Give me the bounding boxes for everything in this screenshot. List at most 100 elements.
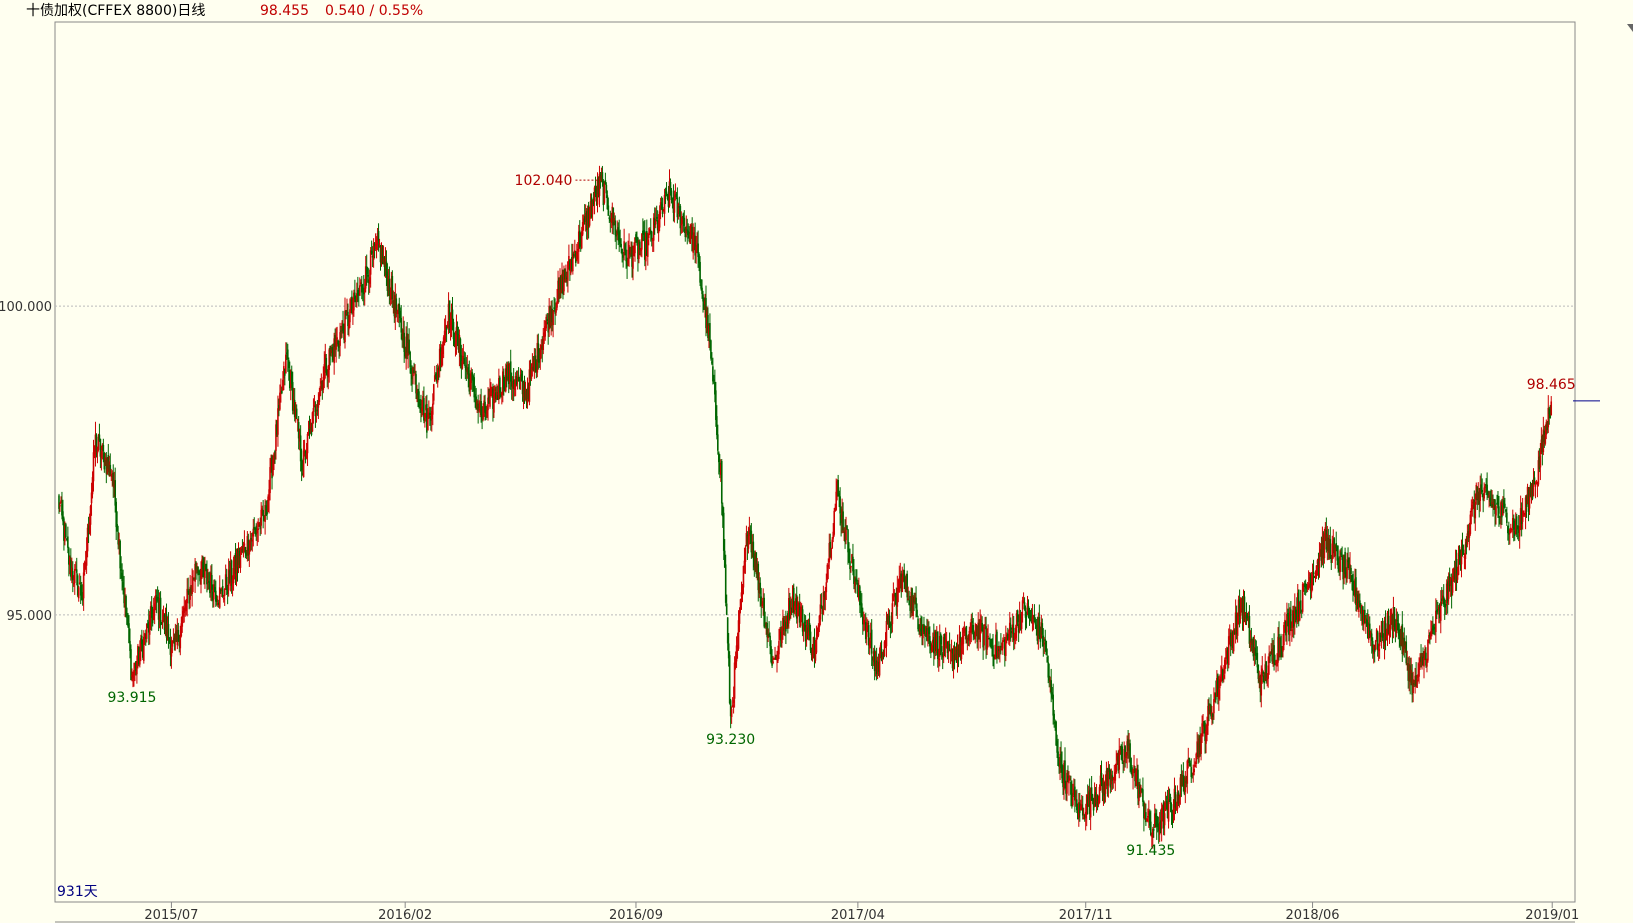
candle-body-up bbox=[1435, 610, 1437, 633]
candle-body-down bbox=[1262, 671, 1265, 674]
candle-body-down bbox=[1487, 491, 1489, 496]
candle-body-down bbox=[890, 624, 893, 626]
candle-body-down bbox=[808, 622, 811, 632]
candle-body-down bbox=[474, 394, 476, 398]
candle-body-down bbox=[699, 261, 701, 283]
candle-body-up bbox=[243, 543, 246, 546]
candle-body-down bbox=[665, 191, 668, 196]
candle-body-down bbox=[981, 622, 983, 631]
candle-body-down bbox=[274, 451, 276, 453]
candle-body-down bbox=[1050, 680, 1052, 695]
candle-body-down bbox=[1100, 772, 1103, 782]
candle-body-up bbox=[1451, 575, 1454, 593]
candle-body-down bbox=[1142, 789, 1144, 802]
candle-body-down bbox=[1047, 662, 1050, 678]
candle-body-down bbox=[607, 205, 610, 216]
candle-body-up bbox=[1068, 778, 1070, 784]
candle-body-down bbox=[1053, 713, 1055, 720]
candle-body-down bbox=[1344, 551, 1346, 575]
candle-body-down bbox=[456, 326, 459, 335]
candle-body-up bbox=[555, 308, 557, 313]
candle-body-down bbox=[752, 541, 755, 559]
candle-body-down bbox=[76, 575, 79, 596]
low-annotation: 93.230 bbox=[706, 732, 755, 748]
candle-body-down bbox=[702, 294, 704, 302]
candle-body-up bbox=[344, 310, 346, 343]
candle-body-up bbox=[143, 636, 145, 661]
candle-body-down bbox=[1243, 596, 1246, 622]
last-annotation: 98.465 bbox=[1527, 377, 1576, 393]
candle-body-down bbox=[202, 562, 204, 569]
candle-body-up bbox=[1416, 679, 1418, 688]
high-annotation: 102.040 bbox=[515, 173, 573, 189]
candle-body-down bbox=[605, 184, 608, 194]
day-count-label: 931天 bbox=[57, 884, 98, 900]
candle-body-up bbox=[1200, 734, 1202, 754]
candle-body-down bbox=[65, 524, 67, 538]
candle-body-down bbox=[614, 220, 617, 235]
candle-body-down bbox=[1329, 539, 1332, 559]
candle-body-down bbox=[675, 193, 678, 197]
candle-body-down bbox=[801, 609, 804, 632]
x-tick-label: 2017/11 bbox=[1059, 908, 1113, 923]
candle-body-up bbox=[1483, 487, 1485, 499]
candle-body-up bbox=[730, 709, 733, 718]
candle-body-down bbox=[262, 509, 264, 517]
candle-body-down bbox=[655, 217, 658, 219]
chart-header: 十债加权(CFFEX 8800)日线 98.455 0.540 / 0.55% bbox=[0, 0, 1633, 22]
candle-body-down bbox=[391, 275, 394, 300]
candle-body-down bbox=[1480, 484, 1483, 491]
candle-body-up bbox=[901, 577, 904, 593]
candle-body-down bbox=[715, 390, 717, 421]
candle-body-up bbox=[1072, 796, 1074, 806]
candle-body-down bbox=[499, 377, 501, 393]
candle-body-up bbox=[1232, 629, 1235, 652]
candle-body-down bbox=[1074, 786, 1076, 801]
candle-body-down bbox=[620, 243, 622, 248]
candle-body-down bbox=[120, 569, 122, 571]
candle-body-up bbox=[1193, 768, 1195, 773]
candle-body-down bbox=[971, 621, 974, 623]
candle-body-down bbox=[859, 586, 861, 606]
candle-body-down bbox=[1376, 631, 1379, 651]
candle-body-up bbox=[1522, 510, 1525, 515]
candle-body-up bbox=[461, 360, 464, 369]
candle-body-up bbox=[302, 450, 305, 478]
candle-body-up bbox=[1002, 640, 1004, 649]
candle-body-down bbox=[221, 586, 224, 597]
candle-body-down bbox=[939, 633, 942, 645]
candle-body-down bbox=[1498, 506, 1500, 514]
candle-body-up bbox=[1439, 601, 1442, 621]
candle-body-down bbox=[370, 251, 373, 254]
candle-body-up bbox=[1537, 460, 1540, 485]
candle-body-up bbox=[883, 641, 886, 657]
candle-body-down bbox=[1246, 614, 1249, 618]
candle-body-up bbox=[744, 547, 747, 562]
candle-body-down bbox=[1340, 552, 1342, 556]
candle-body-up bbox=[1167, 799, 1170, 822]
candle-body-down bbox=[121, 572, 123, 582]
candle-body-down bbox=[853, 569, 855, 584]
price-change: 0.540 / 0.55% bbox=[325, 3, 424, 19]
candle-body-down bbox=[604, 179, 607, 184]
candle-body-up bbox=[487, 397, 489, 411]
candle-body-up bbox=[1318, 555, 1321, 568]
candle-body-up bbox=[845, 527, 847, 541]
candle-body-down bbox=[1029, 615, 1032, 618]
axis-layer: 95.000 100.000 2015/07 2016/02 2016/09 2017/0… bbox=[0, 300, 1579, 923]
candle-body-down bbox=[445, 326, 448, 330]
instrument-title: 十债加权(CFFEX 8800)日线 bbox=[26, 3, 206, 19]
candle-body-down bbox=[809, 631, 812, 651]
candle-body-down bbox=[126, 617, 128, 625]
candle-body-up bbox=[825, 582, 828, 593]
candle-body-down bbox=[838, 493, 840, 497]
candle-body-up bbox=[819, 604, 822, 620]
candle-body-up bbox=[591, 201, 594, 215]
candle-body-up bbox=[145, 623, 148, 639]
candle-body-down bbox=[377, 230, 380, 241]
candle-body-down bbox=[573, 254, 575, 256]
candle-body-up bbox=[544, 326, 547, 337]
candle-body-down bbox=[711, 361, 713, 364]
candle-body-down bbox=[1269, 654, 1271, 657]
